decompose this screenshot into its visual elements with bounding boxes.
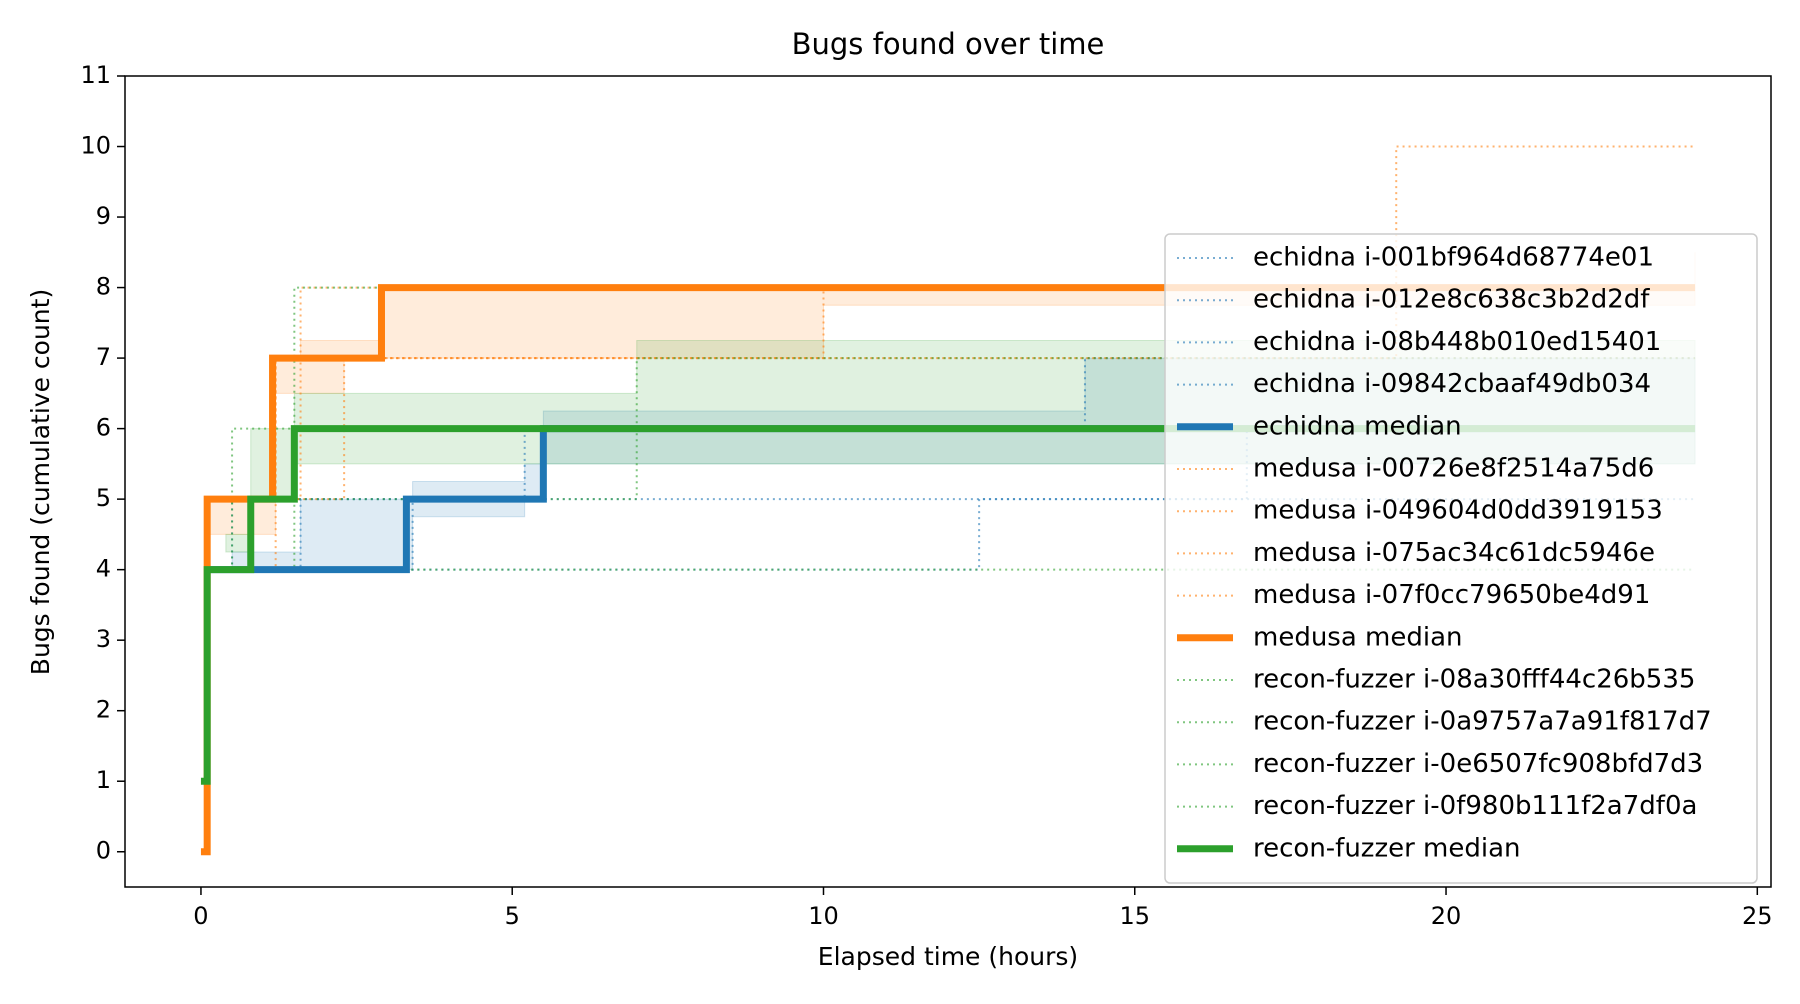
legend-label: recon-fuzzer i-0e6507fc908bfd7d3 (1253, 749, 1703, 779)
median-line (200, 284, 1696, 856)
y-tick-label: 0 (96, 837, 111, 865)
legend-label: echidna i-001bf964d68774e01 (1253, 243, 1654, 273)
run-line (219, 498, 1696, 571)
legend-label: recon-fuzzer i-0f980b111f2a7df0a (1253, 791, 1697, 821)
y-tick-label: 4 (96, 555, 111, 583)
legend-label: medusa i-00726e8f2514a75d6 (1253, 454, 1654, 484)
legend-label: recon-fuzzer i-08a30fff44c26b535 (1253, 665, 1695, 695)
x-tick-label: 15 (1119, 902, 1150, 930)
x-tick-label: 0 (193, 902, 208, 930)
run-line (207, 145, 1696, 501)
legend-label: recon-fuzzer median (1253, 833, 1521, 863)
legend-label: medusa median (1253, 622, 1463, 652)
y-tick-label: 9 (96, 202, 111, 230)
y-tick-label: 1 (96, 766, 111, 794)
y-tick-label: 7 (96, 343, 111, 371)
plot-frame (124, 75, 1772, 888)
y-tick-label: 2 (96, 696, 111, 724)
legend-box (1164, 233, 1758, 884)
legend-label: echidna i-09842cbaaf49db034 (1253, 369, 1651, 399)
y-tick-label: 8 (96, 273, 111, 301)
legend-label: medusa i-049604d0dd3919153 (1253, 496, 1663, 526)
legend-label: echidna median (1253, 411, 1462, 441)
x-tick-label: 5 (505, 902, 520, 930)
x-tick-label: 10 (808, 902, 839, 930)
y-tick-label: 5 (96, 484, 111, 512)
legend-label: medusa i-07f0cc79650be4d91 (1253, 580, 1650, 610)
x-tick-label: 25 (1742, 902, 1773, 930)
median-line (200, 425, 1696, 785)
y-tick-label: 6 (96, 414, 111, 442)
legend-label: echidna i-012e8c638c3b2d2df (1253, 285, 1650, 315)
y-axis-label: Bugs found (cumulative count) (26, 289, 55, 675)
y-tick-label: 10 (80, 132, 111, 160)
y-tick-label: 3 (96, 625, 111, 653)
y-tick-label: 11 (80, 61, 111, 89)
x-tick-label: 20 (1431, 902, 1462, 930)
legend-label: recon-fuzzer i-0a9757a7a91f817d7 (1253, 707, 1712, 737)
x-axis-label: Elapsed time (hours) (818, 942, 1078, 971)
legend-label: medusa i-075ac34c61dc5946e (1253, 538, 1655, 568)
legend-label: echidna i-08b448b010ed15401 (1253, 327, 1661, 357)
chart-title: Bugs found over time (792, 27, 1105, 61)
